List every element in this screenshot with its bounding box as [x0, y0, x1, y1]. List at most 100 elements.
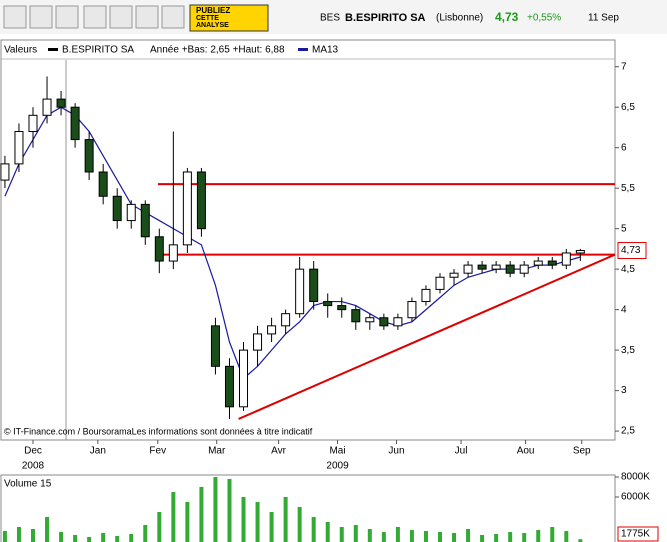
legend-entry: B.ESPIRITO SA: [62, 45, 134, 56]
hline-button[interactable]: [55, 5, 79, 29]
y-tick-label: 6,5: [621, 102, 635, 113]
candle-body: [295, 268, 305, 315]
x-tick-label: Dec: [24, 446, 42, 457]
y-tick-label: 3,5: [621, 345, 635, 356]
x-tick-label: Fev: [149, 446, 166, 457]
volume-bar: [536, 530, 541, 542]
volume-bar: [87, 537, 92, 542]
legend-entry: MA13: [312, 45, 339, 56]
volume-bar: [30, 529, 35, 542]
candle-body: [28, 114, 38, 132]
candle-body: [547, 260, 557, 266]
trend-button[interactable]: [109, 5, 133, 29]
volume-bar: [395, 527, 400, 542]
volume-bar: [466, 529, 471, 542]
candle-body: [337, 305, 347, 311]
candle-body: [253, 333, 263, 351]
candle-body: [435, 276, 445, 290]
drawn-line: [238, 253, 616, 420]
delete-button[interactable]: [161, 5, 185, 29]
volume-title: Volume 15: [4, 479, 52, 490]
volume-bar: [16, 527, 21, 542]
trend2-button[interactable]: [135, 5, 159, 29]
volume-bar: [297, 507, 302, 542]
candle-body: [533, 260, 543, 266]
last-volume-box: [617, 526, 659, 542]
volume-bar: [339, 527, 344, 542]
candle-body: [575, 250, 585, 254]
candle-body: [196, 171, 206, 230]
x-tick-label: Jul: [455, 446, 468, 457]
candle-body: [407, 301, 417, 319]
ad-text: PUBLIEZ: [196, 6, 230, 15]
y-tick-label: 8000K: [621, 472, 650, 483]
y-tick-label: 4: [621, 304, 627, 315]
ad-text: CETTE: [196, 15, 219, 22]
last-volume-label: 1775K: [621, 529, 650, 540]
volume-bar: [171, 492, 176, 542]
date: 11 Sep: [588, 13, 619, 24]
candle-body: [126, 203, 136, 222]
candle-body: [182, 171, 192, 246]
publish-button[interactable]: [189, 4, 269, 32]
candle-body: [210, 325, 220, 367]
volume-bar: [269, 512, 274, 542]
candle-body: [561, 252, 571, 266]
volume-bar: [115, 536, 120, 542]
volume-bar: [185, 502, 190, 542]
y-tick-label: 2,5: [621, 426, 635, 437]
x-tick-label: Jun: [388, 446, 404, 457]
x-tick-label: Avr: [271, 446, 286, 457]
toolbar-buttons: [3, 4, 269, 32]
legend-swatch: [298, 48, 308, 51]
volume-bar: [255, 502, 260, 542]
volume-bar: [578, 539, 583, 542]
volume-bar: [157, 512, 162, 542]
candle-body: [505, 264, 515, 274]
candle-body: [14, 130, 24, 165]
x-tick-label: Aou: [517, 446, 535, 457]
candle-body: [393, 317, 403, 327]
candle-body: [449, 272, 459, 278]
range-note: Année +Bas: 2,65 +Haut: 6,88: [150, 45, 285, 56]
volume-bar: [241, 497, 246, 542]
change: +0,55%: [527, 13, 561, 24]
candle-body: [309, 268, 319, 303]
year-label: 2008: [22, 461, 45, 472]
candle-body: [168, 244, 178, 262]
volume-bar: [564, 531, 569, 542]
line-button[interactable]: [29, 5, 53, 29]
volume-bar: [494, 534, 499, 542]
source-note: © IT-Finance.com / BoursoramaLes informa…: [4, 426, 313, 436]
volume-bar: [73, 535, 78, 542]
ticker: BES: [320, 13, 340, 24]
y-tick-label: 5,5: [621, 183, 635, 194]
volume-bar: [227, 479, 232, 542]
candle-body: [56, 98, 66, 108]
indicator-button[interactable]: [83, 5, 107, 29]
y-tick-label: 7: [621, 61, 627, 72]
price: 4,73: [495, 10, 519, 24]
candle-body: [0, 163, 10, 181]
year-label: 2009: [326, 461, 349, 472]
candle-body: [140, 203, 150, 238]
x-tick-label: Sep: [573, 446, 591, 457]
last-price-label: 4,73: [621, 245, 641, 256]
candle-body: [491, 264, 501, 270]
y-tick-label: 3: [621, 385, 627, 396]
candle-body: [84, 139, 94, 173]
legend-swatch: [48, 48, 58, 51]
volume-bar: [480, 535, 485, 542]
volume-bar: [381, 532, 386, 542]
volume-bar: [325, 522, 330, 542]
volume-bar: [2, 531, 7, 542]
volume-bar: [213, 477, 218, 542]
candle-body: [267, 325, 277, 335]
candle-body: [519, 264, 529, 274]
volume-bar: [143, 525, 148, 542]
candle-body: [154, 236, 164, 262]
zoom-button[interactable]: [3, 5, 27, 29]
volume-bar: [550, 527, 555, 542]
volume-bar: [423, 531, 428, 542]
x-tick-label: Mai: [329, 446, 345, 457]
